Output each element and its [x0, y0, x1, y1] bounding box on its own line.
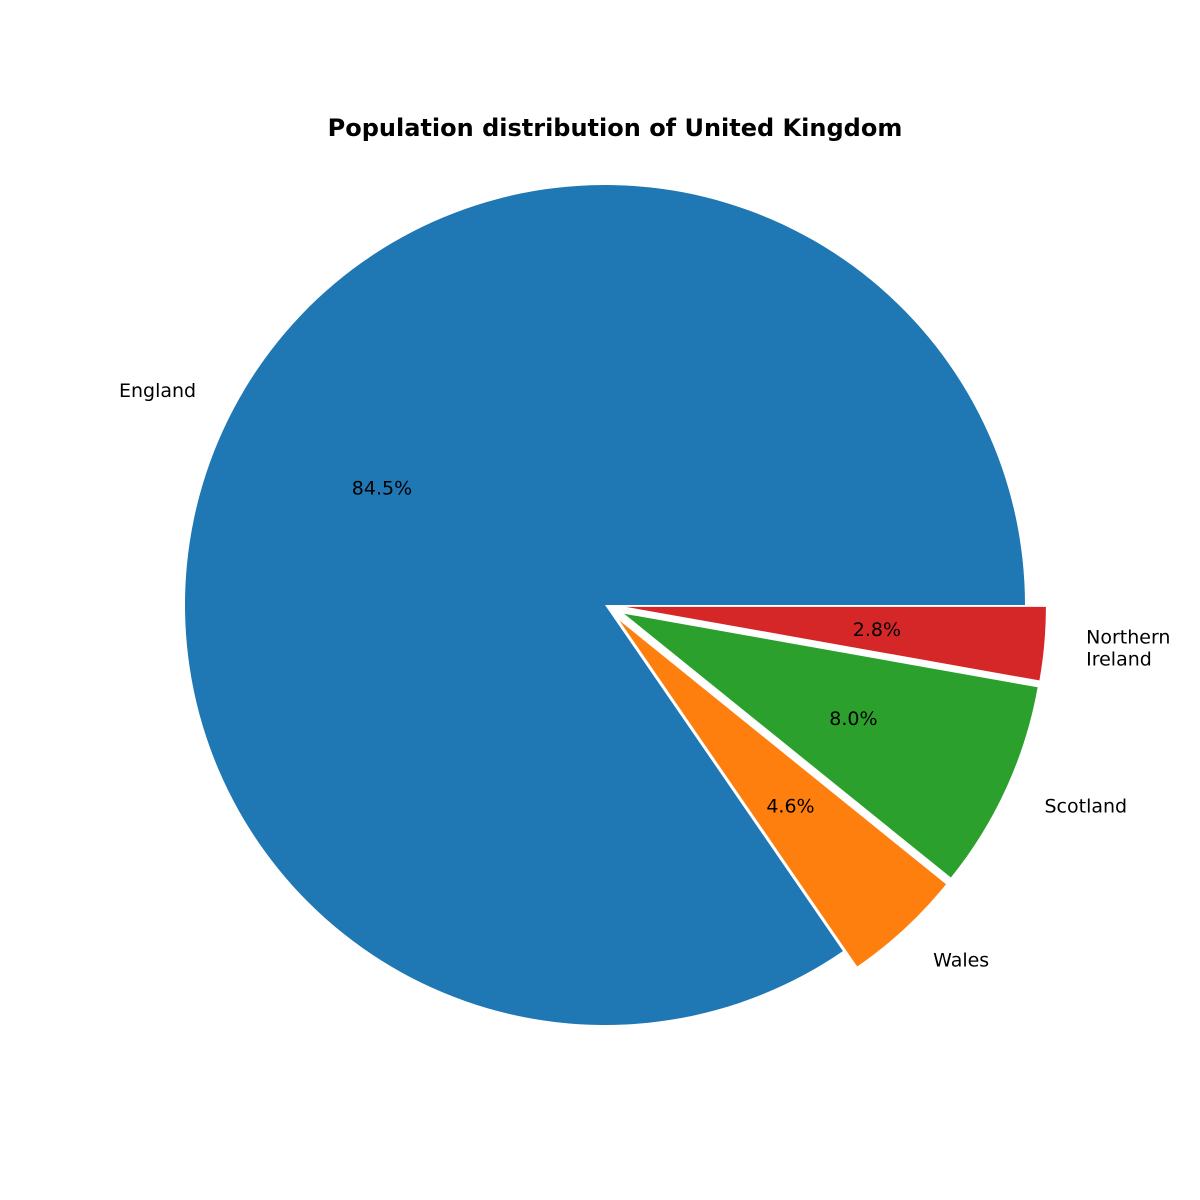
slice-label-wales: Wales [933, 949, 989, 971]
slice-northern-ireland [625, 606, 1046, 681]
slice-label-scotland: Scotland [1044, 795, 1127, 817]
slice-england [185, 185, 1026, 1025]
slice-wales [619, 620, 947, 967]
slice-scotland [624, 613, 1038, 878]
slice-label-england: England [119, 380, 196, 402]
chart-title: Population distribution of United Kingdo… [328, 114, 903, 142]
slice-label-northern-ireland: Northern Ireland [1086, 626, 1170, 670]
pie-slices [185, 185, 1046, 1025]
pie-labels: England 84.5% Wales 4.6% Scotland 8.0% Norther… [119, 380, 1171, 972]
slice-percent-scotland: 8.0% [829, 708, 877, 730]
slice-percent-england: 84.5% [352, 478, 412, 500]
slice-percent-northern-ireland: 2.8% [853, 619, 901, 641]
slice-percent-wales: 4.6% [766, 795, 814, 817]
